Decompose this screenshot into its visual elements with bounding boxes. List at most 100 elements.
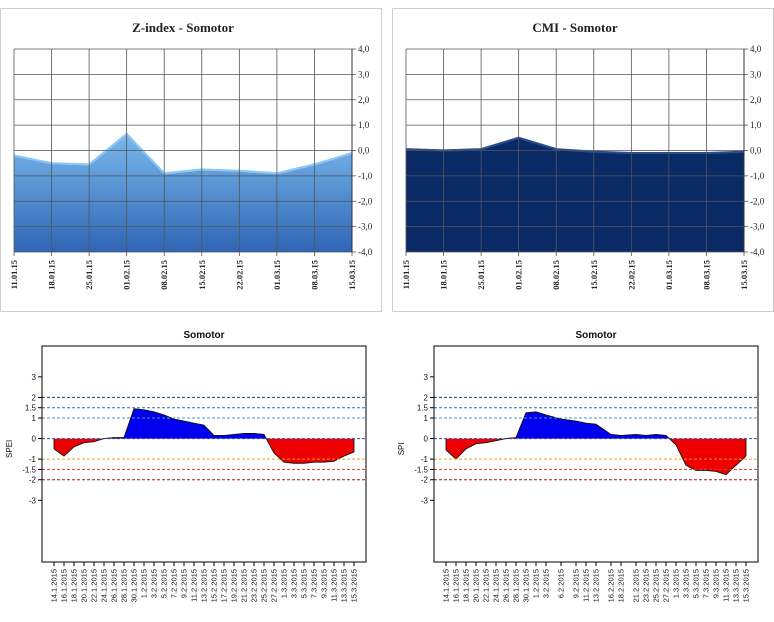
x-tick-label: 25.01.15: [476, 260, 486, 290]
area-series: [406, 137, 744, 252]
x-tick-label: 17.2.2015: [220, 569, 229, 602]
y-tick-label: 1.5: [417, 404, 429, 413]
chart-title: Somotor: [183, 330, 224, 341]
y-tick-label: 3,0: [358, 69, 370, 79]
x-tick-label: 13.2.2015: [200, 569, 209, 602]
x-tick-label: 30.1.2015: [130, 569, 139, 602]
z-index-chart: Z-index - Somotor 4,0 3,0 2,0 1,0 0,0 -1,0 -2,0…: [0, 8, 382, 312]
series-line: [445, 411, 747, 476]
x-tick-label: 13.3.2015: [732, 569, 741, 602]
x-tick-label: 5.3.2015: [692, 569, 701, 598]
x-tick-label: 01.02.15: [122, 260, 132, 290]
y-tick-label: -4,0: [358, 247, 373, 257]
x-tick-label: 23.2.2015: [250, 569, 259, 602]
y-tick-label: -1.5: [22, 465, 36, 474]
x-tick-label: 23.2.2015: [642, 569, 651, 602]
x-tick-label: 24.1.2015: [492, 569, 501, 602]
x-tick-label: 21.2.2015: [240, 569, 249, 602]
x-tick-label: 9.3.2015: [320, 569, 329, 598]
cmi-chart-svg: CMI - Somotor 4,0 3,0 2,0 1,0 0,0 -1,0 -2,0 -3,0…: [392, 8, 774, 312]
series-line: [13, 132, 353, 175]
x-tick-label: 16.1.2015: [60, 569, 69, 602]
x-tick-label: 7.3.2015: [310, 569, 319, 598]
x-tick-label: 18.2.2015: [617, 569, 626, 602]
y-tick-label: 2: [424, 393, 429, 402]
x-tick-label: 14.1.2015: [50, 569, 59, 602]
y-tick-label: 4,0: [358, 44, 370, 54]
y-tick-label: 0,0: [358, 146, 370, 156]
y-tick-label: -3: [29, 496, 37, 505]
x-tick-label: 22.02.15: [626, 260, 636, 290]
y-tick-label: 4,0: [750, 44, 762, 54]
x-tick-label: 26.1.2015: [502, 569, 511, 602]
y-tick-label: 1: [424, 414, 429, 423]
x-tick-label: 16.2.2015: [607, 569, 616, 602]
x-tick-label: 30.1.2015: [522, 569, 531, 602]
chart-title: CMI - Somotor: [532, 20, 617, 35]
spei-chart: Somotor 3 2 1.5 1 0 -1 -1.5 -2 -3 SPEI 14.1.2015 16.…: [0, 326, 382, 622]
x-tick-label: 27.2.2015: [270, 569, 279, 602]
area-series: [14, 134, 352, 252]
y-tick-label: -3: [421, 496, 429, 505]
y-tick-label: 0,0: [750, 146, 762, 156]
x-tick-label: 18.01.15: [439, 260, 449, 290]
chart-title: Z-index - Somotor: [132, 20, 234, 35]
x-tick-label: 25.01.15: [84, 260, 94, 290]
x-tick-label: 08.02.15: [551, 260, 561, 290]
x-tick-label: 15.03.15: [347, 260, 357, 290]
y-tick-label: -2: [421, 476, 429, 485]
x-tick-label: 5.2.2015: [160, 569, 169, 598]
x-tick-label: 6.2.2015: [557, 569, 566, 598]
x-tick-label: 15.02.15: [197, 260, 207, 290]
y-tick-label: 2,0: [358, 95, 370, 105]
x-tick-label: 7.3.2015: [702, 569, 711, 598]
x-tick-label: 18.1.2015: [70, 569, 79, 602]
y-tick-label: 1,0: [358, 120, 370, 130]
y-axis-label: SPEI: [5, 440, 14, 458]
x-tick-label: 22.02.15: [234, 260, 244, 290]
y-tick-label: 3: [424, 373, 429, 382]
x-tick-label: 20.1.2015: [472, 569, 481, 602]
y-tick-label: -2: [29, 476, 37, 485]
x-tick-label: 14.1.2015: [442, 569, 451, 602]
y-tick-label: 3,0: [750, 69, 762, 79]
x-tick-label: 22.1.2015: [482, 569, 491, 602]
x-tick-label: 9.2.2015: [180, 569, 189, 598]
x-tick-label: 15.3.2015: [742, 569, 751, 602]
x-tick-label: 3.2.2015: [542, 569, 551, 598]
y-tick-label: 1: [32, 414, 37, 423]
x-tick-label: 11.2.2015: [190, 569, 199, 602]
x-tick-label: 3.3.2015: [682, 569, 691, 598]
x-tick-label: 9.3.2015: [712, 569, 721, 598]
x-tick-label: 24.1.2015: [100, 569, 109, 602]
x-tick-label: 11.01.15: [9, 260, 19, 289]
y-tick-label: 2: [32, 393, 37, 402]
x-tick-label: 08.02.15: [159, 260, 169, 290]
x-tick-label: 25.2.2015: [260, 569, 269, 602]
x-tick-label: 08.03.15: [701, 260, 711, 290]
negative-area: [446, 438, 746, 475]
y-tick-label: 3: [32, 373, 37, 382]
x-tick-label: 28.1.2015: [512, 569, 521, 602]
x-tick-label: 7.2.2015: [170, 569, 179, 598]
y-axis-label: SPI: [397, 442, 406, 455]
x-tick-label: 15.2.2015: [210, 569, 219, 602]
x-tick-label: 11.01.15: [401, 260, 411, 289]
x-tick-label: 26.1.2015: [110, 569, 119, 602]
cmi-chart: CMI - Somotor 4,0 3,0 2,0 1,0 0,0 -1,0 -2,0 -3,0…: [392, 8, 774, 312]
x-tick-label: 1.3.2015: [672, 569, 681, 598]
x-tick-label: 15.3.2015: [350, 569, 359, 602]
y-tick-label: -1.5: [414, 465, 428, 474]
x-tick-label: 5.3.2015: [300, 569, 309, 598]
y-tick-label: 1,0: [750, 120, 762, 130]
x-tick-label: 16.1.2015: [452, 569, 461, 602]
x-tick-label: 11.3.2015: [722, 569, 731, 602]
x-tick-label: 20.1.2015: [80, 569, 89, 602]
y-tick-label: -1,0: [750, 171, 765, 181]
x-tick-label: 11.3.2015: [330, 569, 339, 602]
y-tick-label: -2,0: [750, 196, 765, 206]
x-tick-label: 15.02.15: [589, 260, 599, 290]
x-tick-label: 19.2.2015: [230, 569, 239, 602]
x-tick-label: 22.1.2015: [90, 569, 99, 602]
y-tick-label: -2,0: [358, 196, 373, 206]
